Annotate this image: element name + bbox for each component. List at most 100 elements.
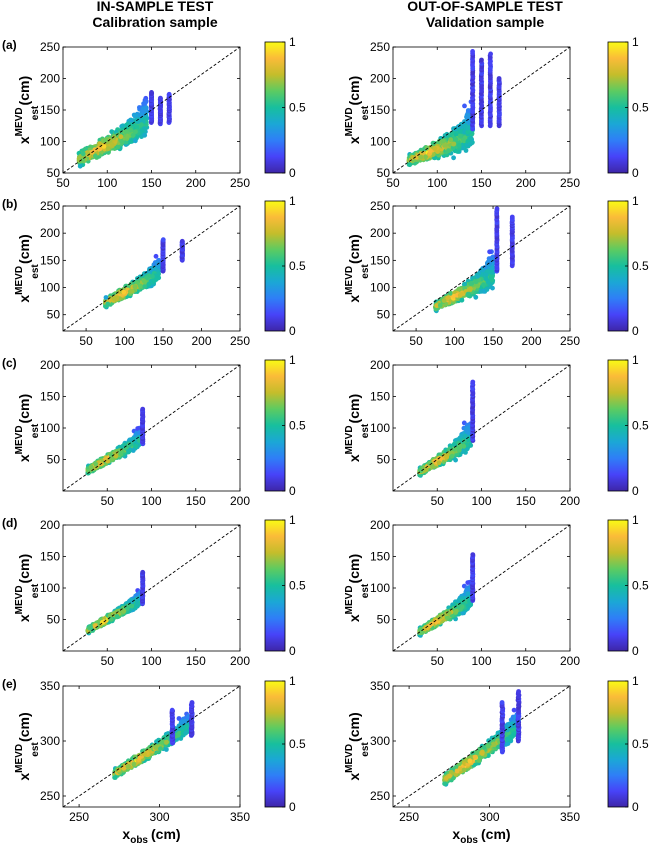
scatter-point (451, 126, 456, 132)
scatter-point (465, 291, 471, 297)
y-axis-label-subscript: est (30, 264, 41, 279)
scatter-point (461, 129, 467, 135)
scatter-point (130, 288, 135, 294)
scatter-points (85, 406, 146, 476)
scatter-points (433, 206, 515, 314)
scatter-point (423, 154, 428, 160)
scatter-point (481, 282, 486, 288)
colorbar-tick-label: 0 (632, 324, 639, 338)
scatter-point (128, 127, 134, 133)
scatter-point (97, 141, 102, 147)
colorbar-tick-label: 0 (289, 166, 296, 180)
panel-label: (c) (2, 356, 17, 370)
x-tick-label: 200 (516, 176, 536, 190)
y-tick-label: 150 (40, 253, 60, 267)
x-tick-label: 150 (483, 334, 503, 348)
y-axis-label-subscript: est (30, 105, 41, 120)
scatter-point (484, 287, 490, 292)
scatter-point (478, 289, 484, 294)
y-tick-label: 200 (40, 72, 60, 86)
scatter-point (451, 155, 456, 161)
y-tick-label: 200 (370, 226, 390, 240)
y-tick-label: 150 (370, 253, 390, 267)
scatter-point (494, 206, 500, 212)
scatter-point (123, 139, 129, 145)
scatter-points (103, 237, 185, 310)
scatter-point (407, 162, 413, 168)
x-tick-label: 250 (560, 176, 580, 190)
scatter-point (146, 281, 152, 287)
one-to-one-line (393, 47, 570, 173)
scatter-point (453, 132, 459, 137)
scatter-point (142, 132, 148, 138)
scatter-point (103, 295, 109, 300)
y-axis-label: xMEVD(cm) (344, 76, 362, 144)
colorbar-tick-label: 0.5 (632, 259, 649, 273)
panel-b-out-of-sample: 50 100 150 200 25050100150200250xMEVD(cm)est… (344, 194, 649, 348)
scatter-point (118, 134, 124, 140)
scatter-point (101, 144, 107, 149)
one-to-one-line (63, 206, 240, 331)
axes-box (62, 205, 241, 332)
scatter-point (140, 108, 146, 114)
column-title-right-line2: Validation sample (425, 14, 545, 30)
scatter-point (475, 273, 480, 279)
x-tick-label: 50 (386, 176, 400, 190)
scatter-point (479, 57, 484, 63)
y-tick-label: 100 (40, 135, 60, 149)
y-tick-label: 150 (370, 103, 390, 117)
colorbar-tick-label: 0 (289, 324, 296, 338)
panel-label: (b) (2, 197, 17, 211)
column-title-left-line1: IN-SAMPLE TEST (96, 0, 214, 14)
scatter-point (468, 286, 473, 292)
scatter-point (424, 145, 430, 151)
scatter-point (469, 280, 475, 286)
scatter-point (483, 272, 489, 278)
scatter-point (109, 129, 115, 135)
scatter-point (138, 112, 143, 117)
x-tick-label: 250 (230, 176, 250, 190)
y-axis-label-subscript: est (360, 105, 371, 120)
scatter-point (80, 151, 86, 157)
x-tick-label: 100 (115, 334, 135, 348)
y-tick-label: 250 (370, 199, 390, 213)
scatter-point (489, 257, 495, 263)
scatter-point (179, 238, 185, 244)
colorbar-tick-label: 1 (289, 194, 296, 208)
x-tick-label: 250 (560, 334, 580, 348)
scatter-point (459, 297, 465, 303)
scatter-point (480, 267, 486, 273)
panel-c-in-sample: (c)50 100 150 20050100150200xMEVD(cm)est00.… (2, 353, 306, 508)
y-tick-label: 250 (40, 40, 60, 54)
scatter-point (465, 125, 471, 131)
y-axis-label: xMEVD(cm) (14, 76, 32, 144)
colorbar-tick-label: 1 (632, 194, 639, 208)
one-to-one-line (63, 47, 240, 173)
scatter-point (442, 143, 447, 148)
colorbar-tick-label: 0.5 (632, 101, 649, 115)
scatter-point (160, 237, 166, 243)
scatter-point (152, 266, 158, 272)
x-tick-label: 150 (471, 176, 491, 190)
y-axis-label: xMEVD(cm) (344, 234, 362, 302)
scatter-point (146, 269, 152, 274)
scatter-point (432, 146, 438, 151)
scatter-point (434, 303, 440, 309)
scatter-point (457, 133, 463, 139)
scatter-point (92, 153, 98, 159)
y-tick-label: 200 (40, 226, 60, 240)
x-tick-label: 100 (445, 334, 465, 348)
scatter-point (451, 141, 457, 147)
scatter-point (457, 129, 463, 135)
panel-label: (a) (2, 38, 17, 52)
scatter-point (141, 278, 147, 284)
scatter-point (464, 114, 469, 120)
x-tick-label: 200 (192, 334, 212, 348)
scatter-point (456, 287, 462, 293)
scatter-point (166, 91, 172, 97)
scatter-point (458, 291, 464, 297)
scatter-point (440, 138, 446, 144)
axes-box (392, 205, 571, 332)
scatter-point (446, 148, 451, 154)
